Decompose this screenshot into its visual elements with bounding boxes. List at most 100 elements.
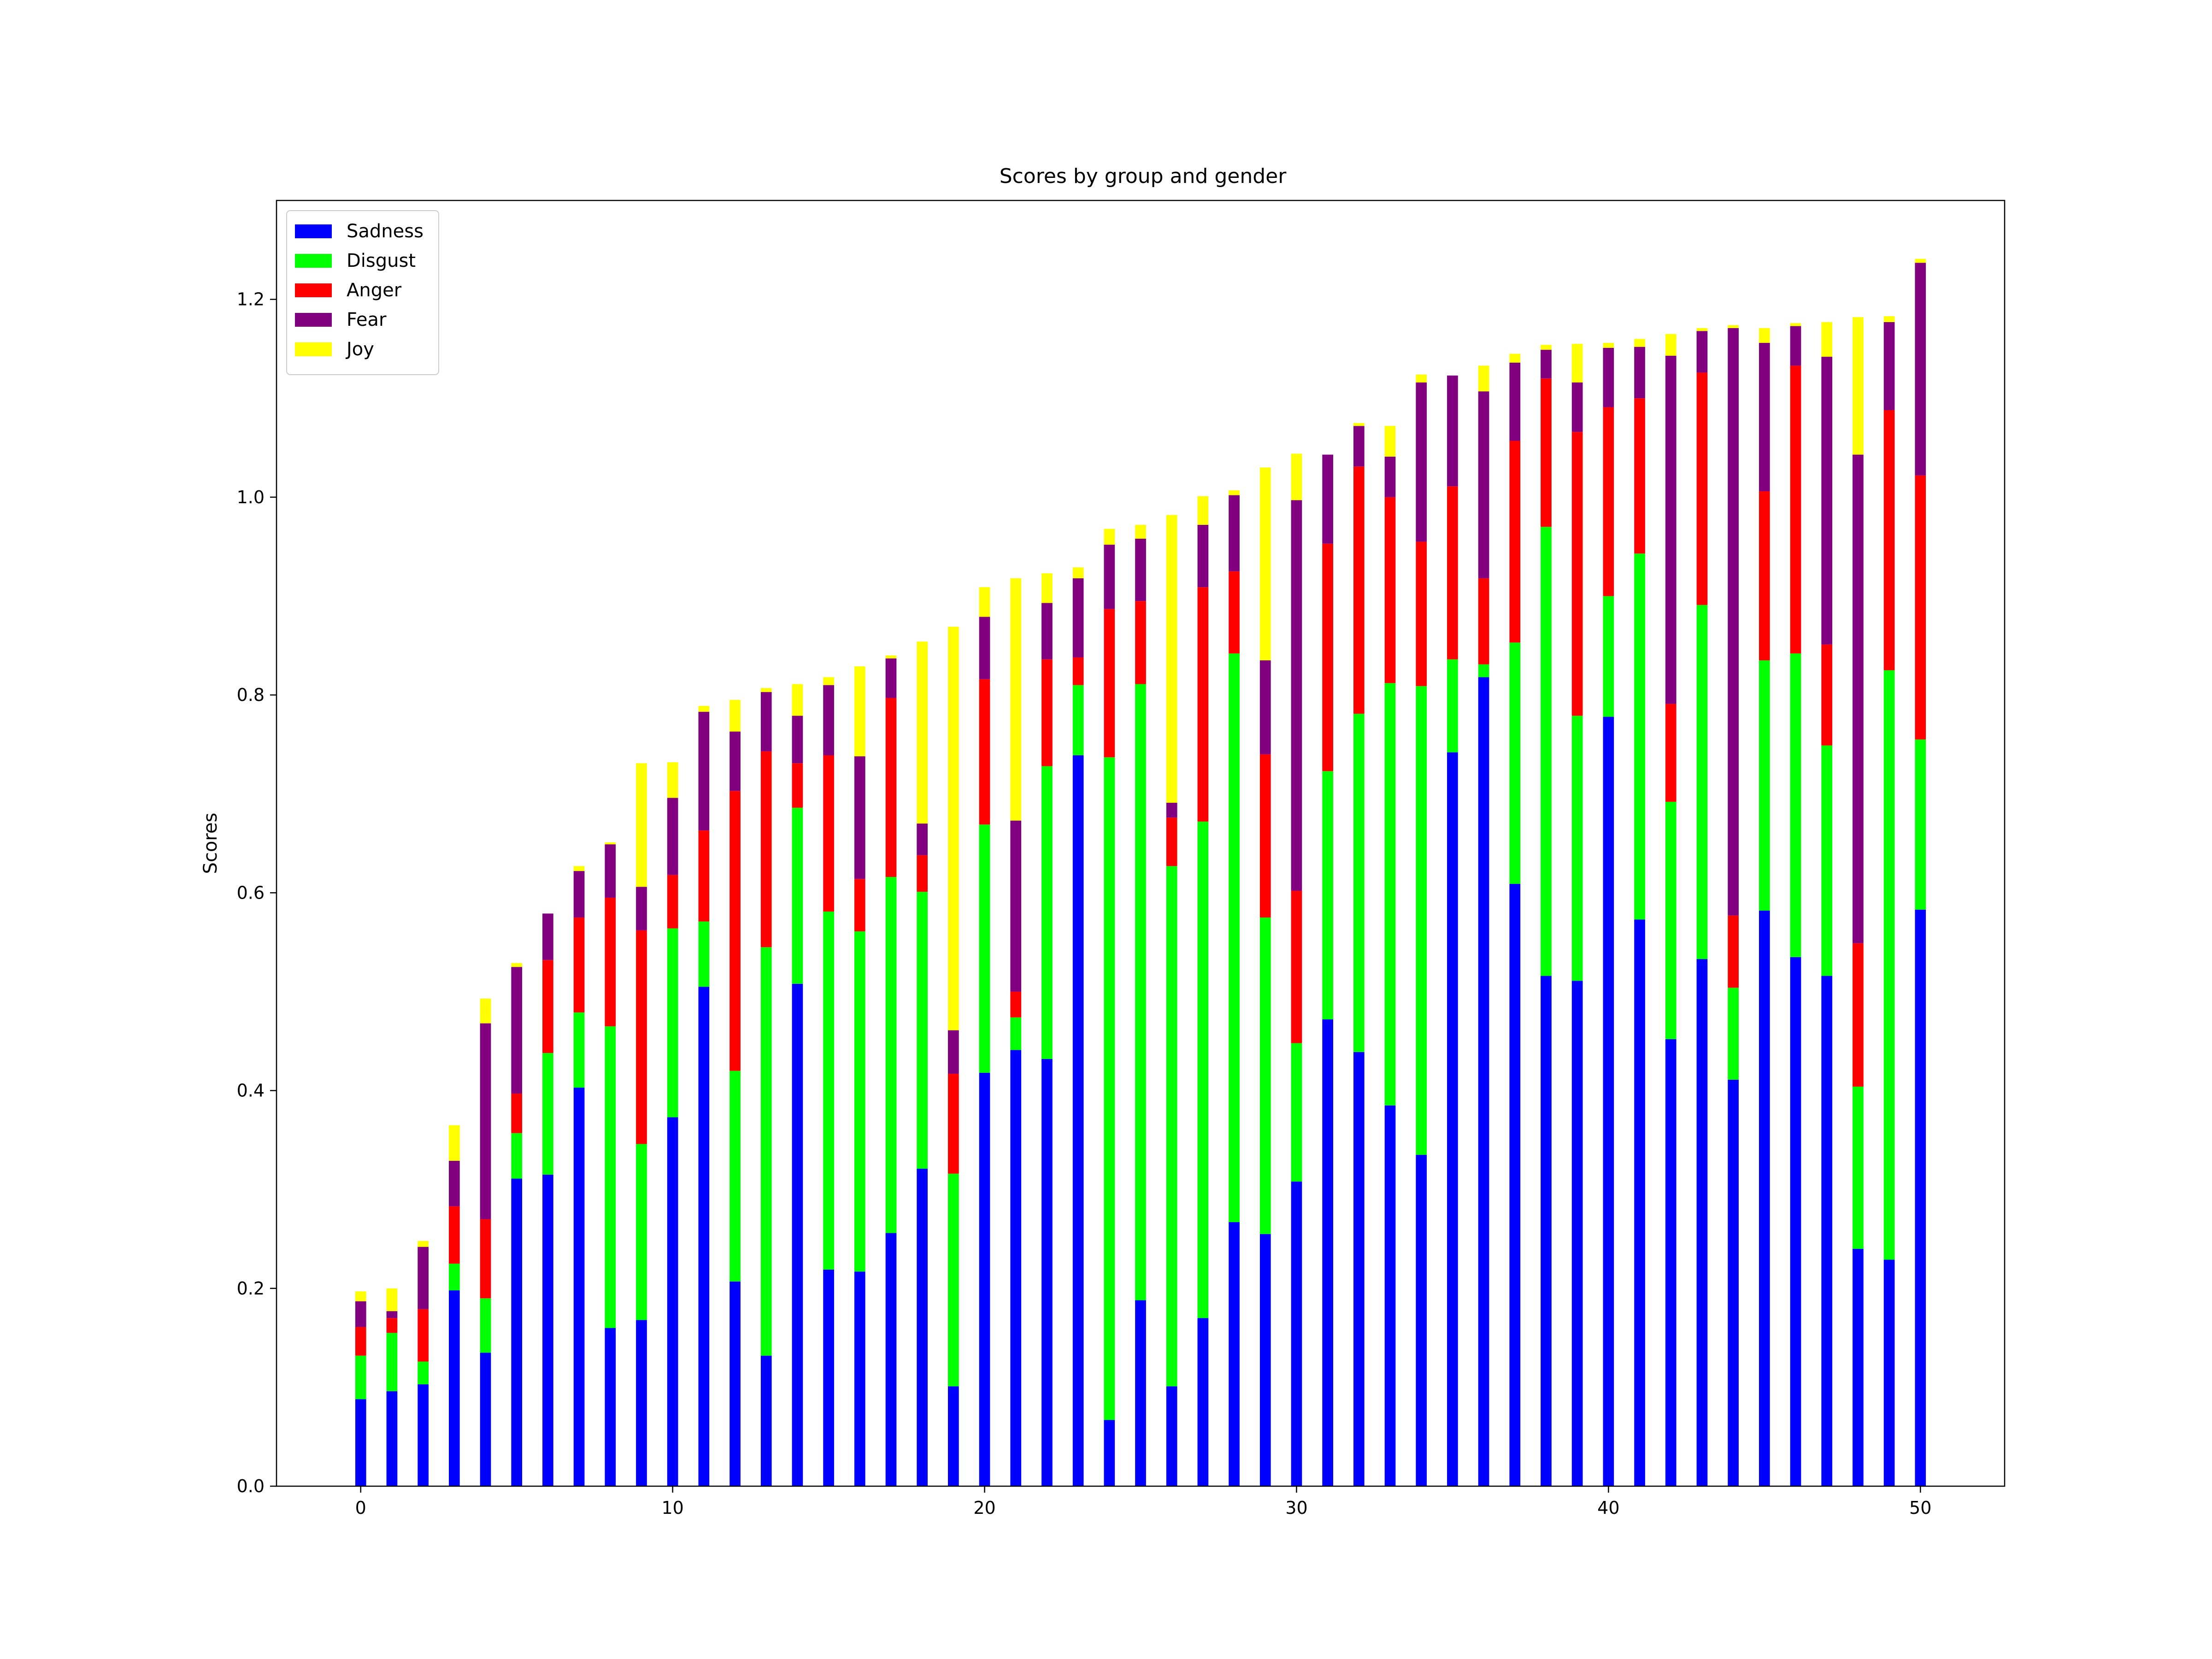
bar-anger-21 [1010, 991, 1022, 1018]
bar-joy-18 [917, 641, 928, 824]
bar-disgust-24 [1104, 757, 1115, 1420]
bar-anger-1 [386, 1318, 398, 1333]
bar-sadness-13 [760, 1355, 772, 1486]
bar-fear-10 [667, 798, 678, 875]
bar-sadness-21 [1010, 1050, 1022, 1486]
bar-disgust-35 [1447, 659, 1458, 753]
bar-disgust-40 [1603, 596, 1614, 717]
bar-fear-14 [792, 716, 803, 764]
bar-anger-42 [1665, 704, 1677, 802]
bar-anger-45 [1759, 491, 1770, 660]
bar-fear-6 [542, 913, 553, 960]
bar-joy-29 [1259, 467, 1271, 660]
bar-fear-11 [698, 712, 710, 831]
bar-joy-47 [1821, 322, 1833, 357]
bar-sadness-45 [1759, 910, 1770, 1486]
bar-sadness-12 [729, 1281, 741, 1486]
bar-joy-22 [1041, 573, 1053, 603]
bar-joy-21 [1010, 578, 1022, 821]
bar-sadness-5 [511, 1178, 523, 1486]
bar-disgust-26 [1166, 866, 1177, 1387]
bar-fear-32 [1353, 426, 1365, 467]
bar-joy-41 [1634, 339, 1645, 347]
bar-disgust-34 [1416, 686, 1427, 1155]
bar-anger-33 [1384, 497, 1396, 683]
bar-disgust-16 [854, 931, 865, 1272]
bar-joy-20 [979, 587, 990, 617]
bar-joy-43 [1696, 328, 1708, 331]
bar-disgust-19 [948, 1173, 959, 1387]
bar-disgust-9 [636, 1144, 647, 1320]
bar-fear-13 [760, 692, 772, 752]
bar-anger-48 [1853, 943, 1864, 1087]
bar-anger-16 [854, 879, 865, 932]
bar-disgust-43 [1696, 605, 1708, 959]
bar-fear-12 [729, 731, 741, 791]
legend-label-sadness: Sadness [347, 221, 424, 242]
bar-fear-21 [1010, 820, 1022, 992]
bar-joy-25 [1135, 524, 1146, 539]
bar-fear-29 [1259, 660, 1271, 754]
bar-sadness-48 [1853, 1248, 1864, 1486]
bar-joy-37 [1509, 353, 1521, 363]
bar-fear-2 [418, 1247, 429, 1309]
bar-joy-28 [1229, 490, 1240, 495]
bar-sadness-15 [823, 1269, 834, 1486]
chart-title: Scores by group and gender [1000, 165, 1287, 188]
bar-joy-10 [667, 762, 678, 798]
bar-disgust-48 [1853, 1086, 1864, 1249]
bar-disgust-5 [511, 1133, 523, 1179]
bar-disgust-30 [1291, 1043, 1302, 1182]
bar-sadness-23 [1072, 755, 1084, 1486]
bar-disgust-23 [1072, 685, 1084, 755]
bar-fear-39 [1571, 382, 1583, 432]
bar-anger-32 [1353, 466, 1365, 714]
bar-anger-13 [760, 751, 772, 947]
bar-fear-20 [979, 617, 990, 679]
bar-fear-44 [1728, 328, 1739, 916]
y-tick-label: 0.0 [237, 1476, 265, 1496]
bar-joy-36 [1478, 365, 1489, 392]
bar-joy-1 [386, 1288, 398, 1312]
bar-anger-9 [636, 930, 647, 1144]
bar-fear-36 [1478, 391, 1489, 578]
bar-sadness-25 [1135, 1300, 1146, 1486]
bar-disgust-3 [448, 1264, 460, 1291]
bar-sadness-9 [636, 1320, 647, 1486]
bar-fear-3 [448, 1160, 460, 1206]
bar-sadness-6 [542, 1174, 553, 1486]
bar-anger-36 [1478, 578, 1489, 665]
bar-anger-14 [792, 763, 803, 808]
bar-sadness-34 [1416, 1155, 1427, 1486]
bar-fear-31 [1322, 454, 1333, 544]
bar-disgust-47 [1821, 745, 1833, 976]
bar-disgust-39 [1571, 716, 1583, 981]
bar-disgust-33 [1384, 683, 1396, 1106]
bar-anger-2 [418, 1309, 429, 1362]
bar-joy-27 [1197, 496, 1209, 525]
bar-disgust-14 [792, 807, 803, 984]
bar-fear-48 [1853, 454, 1864, 943]
bar-anger-29 [1259, 754, 1271, 918]
bar-anger-20 [979, 679, 990, 825]
bar-joy-4 [480, 998, 491, 1024]
bar-fear-8 [605, 844, 616, 898]
bar-anger-25 [1135, 601, 1146, 684]
bar-fear-24 [1104, 544, 1115, 609]
bar-joy-5 [511, 963, 523, 967]
bar-anger-47 [1821, 644, 1833, 746]
bar-sadness-18 [917, 1169, 928, 1486]
y-axis: 0.0 0.2 0.4 0.6 0.8 1.0 1.2 [237, 289, 276, 1496]
bar-disgust-11 [698, 921, 710, 987]
bar-anger-8 [605, 898, 616, 1027]
bar-fear-30 [1291, 500, 1302, 891]
bar-joy-26 [1166, 515, 1177, 803]
bar-anger-35 [1447, 486, 1458, 659]
bar-anger-43 [1696, 372, 1708, 605]
bar-disgust-44 [1728, 988, 1739, 1080]
bar-sadness-46 [1790, 957, 1801, 1486]
bar-disgust-37 [1509, 642, 1521, 884]
bar-fear-40 [1603, 347, 1614, 407]
bar-sadness-33 [1384, 1105, 1396, 1486]
bar-disgust-22 [1041, 766, 1053, 1059]
